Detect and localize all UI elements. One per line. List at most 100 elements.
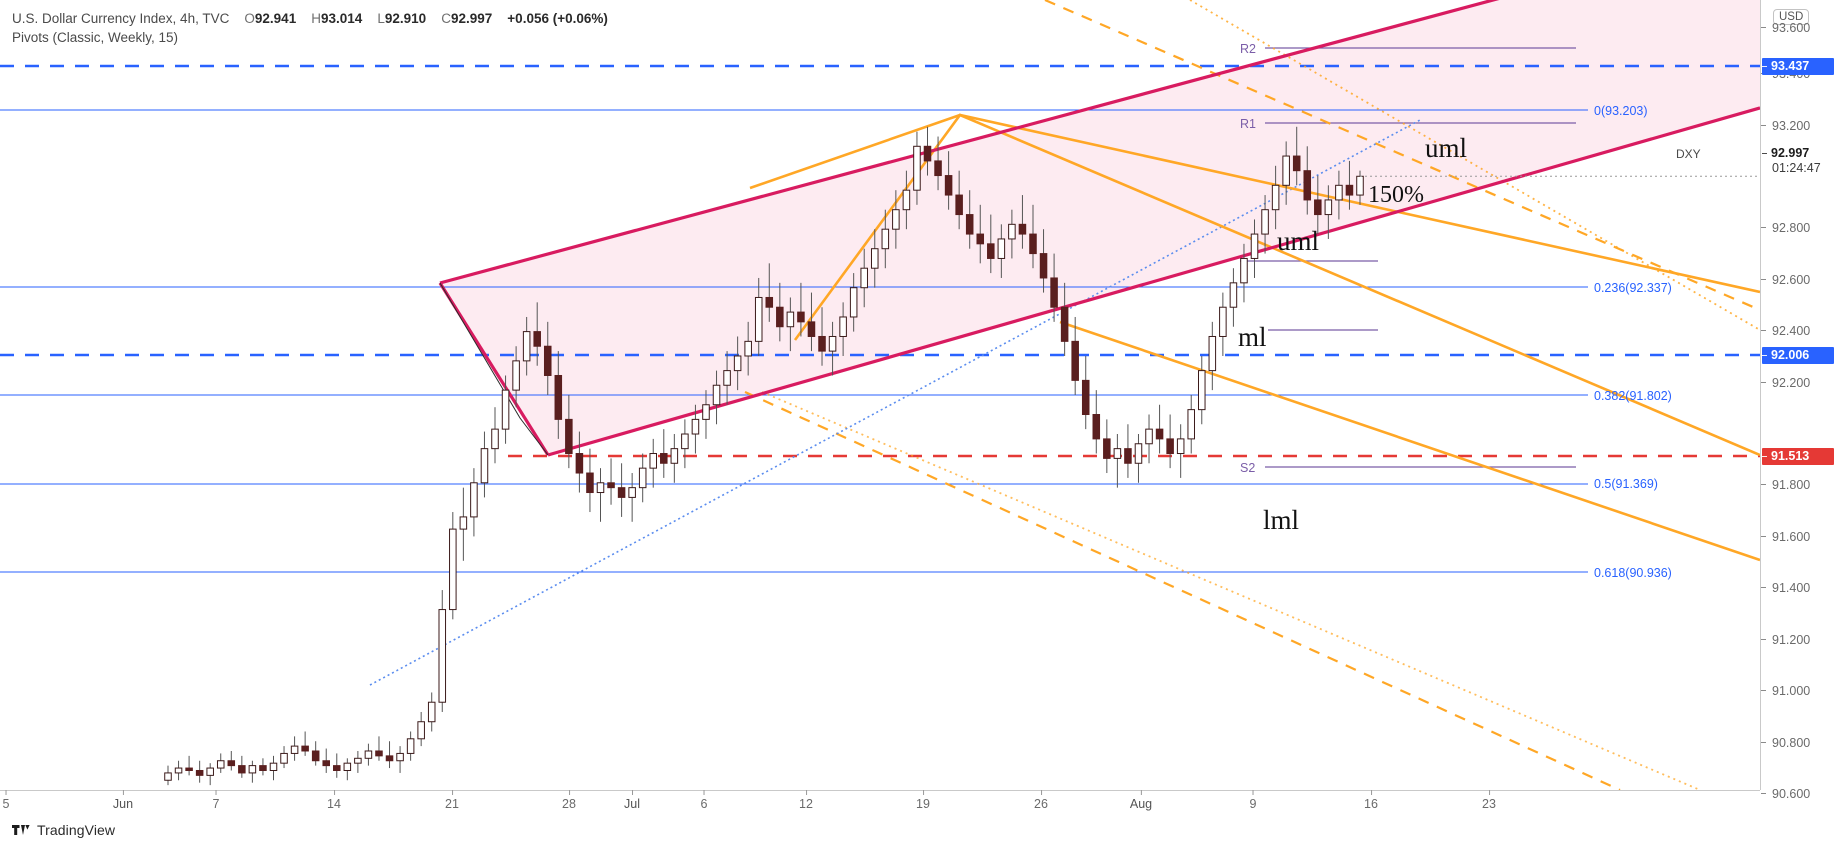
candle (997, 224, 1006, 278)
fib-label-0[interactable]: 0(93.203) (1594, 104, 1648, 118)
candle (238, 755, 246, 778)
candle-body (1176, 438, 1185, 455)
time-scale[interactable]: 5 Jun 7 14 21 28 Jul 6 12 19 26 Aug 9 16 23 (0, 790, 1760, 818)
annotation-ml-3[interactable]: ml (1238, 322, 1267, 352)
candle (1250, 219, 1259, 278)
pitchfork-dashed-lower[interactable] (744, 390, 1621, 790)
candle (385, 741, 394, 769)
tradingview-logo[interactable]: TradingView (12, 822, 115, 838)
candle (406, 731, 415, 761)
ohlc-open-value: 92.941 (254, 11, 297, 26)
fib-label-3[interactable]: 0.5(91.369) (1594, 477, 1658, 491)
candle-body (765, 296, 774, 308)
candle-body (491, 428, 499, 450)
price-tick: 91.000 (1761, 684, 1834, 698)
candle (280, 746, 288, 769)
fib-label-2[interactable]: 0.382(91.802) (1594, 389, 1672, 403)
fib-label-1[interactable]: 0.236(92.337) (1594, 281, 1672, 295)
price-badge-blue[interactable]: 93.437 (1762, 57, 1834, 75)
candle (681, 419, 689, 469)
candle-body (913, 145, 921, 191)
annotation-150pct-1[interactable]: 150% (1368, 182, 1424, 208)
candle-body (322, 760, 331, 767)
candle (1292, 126, 1301, 186)
candle (797, 282, 805, 337)
candle (1008, 209, 1016, 259)
candle-body (480, 448, 489, 484)
candle (660, 429, 668, 478)
candle (1197, 355, 1206, 425)
pivot-label-s2[interactable]: S2 (1240, 461, 1256, 475)
drawings-layer (440, 0, 1760, 455)
candle (902, 170, 911, 230)
candle (944, 151, 953, 210)
candle-body (259, 765, 267, 771)
candle-body (501, 389, 510, 430)
price-tick: 93.600 (1761, 21, 1834, 35)
annotation-uml-2[interactable]: uml (1277, 226, 1320, 256)
price-badge-blue[interactable]: 92.006 (1762, 346, 1834, 364)
candle-body (185, 767, 193, 771)
candle-body (375, 750, 383, 757)
legend-indicator-row[interactable]: Pivots (Classic, Weekly, 15) (12, 30, 179, 45)
pitchfork-ml[interactable] (793, 113, 1760, 457)
fib-label-4[interactable]: 0.618(90.936) (1594, 566, 1672, 580)
time-tick: 23 (1482, 790, 1496, 811)
ohlc-low-value: 92.910 (384, 11, 427, 26)
rising-channel-lower[interactable] (547, 106, 1760, 457)
candle (733, 336, 742, 391)
dotted-trendline-lower[interactable] (761, 391, 1701, 790)
candle-body (628, 487, 636, 498)
candle-body (723, 370, 731, 386)
ohlc-change: +0.056 (+0.06%) (507, 11, 608, 26)
blue-dotted-trendline[interactable] (369, 119, 1421, 686)
candle-body (1324, 199, 1333, 216)
pitchfork-dashed-upper[interactable] (1044, 0, 1760, 312)
price-badge-last[interactable]: 92.997 (1762, 145, 1834, 162)
candle (607, 458, 615, 505)
annotation-lml-4[interactable]: lml (1263, 505, 1300, 535)
candle-body (1292, 155, 1301, 172)
candle (512, 346, 520, 408)
candle-body (786, 311, 795, 328)
rising-channel-upper[interactable] (439, 0, 1760, 285)
candle (533, 302, 541, 366)
candle (754, 277, 763, 356)
candle (364, 743, 373, 766)
candle (1208, 321, 1217, 391)
candle-body (670, 448, 679, 464)
chart-legend: U.S. Dollar Currency Index, 4h, TVC O92.… (12, 10, 608, 46)
candle-body (797, 311, 805, 323)
candle (1176, 424, 1185, 478)
candle (913, 131, 921, 205)
candle-body (364, 750, 373, 759)
candle-body (881, 228, 890, 250)
currency-chip[interactable]: USD (1773, 9, 1810, 25)
time-tick: 5 (2, 790, 10, 811)
candle-body (1166, 438, 1174, 455)
ohlc-open-label: O (244, 11, 255, 26)
candle-body (681, 433, 689, 450)
candle (723, 351, 731, 405)
pivot-label-r2[interactable]: R2 (1240, 42, 1256, 56)
candle (449, 512, 457, 620)
candle (216, 753, 225, 773)
candle-body (301, 745, 309, 752)
candle (1303, 146, 1312, 215)
chart-plot-area[interactable]: uml 150% uml ml lml 0(93.203) 0.236(92.337) 0.3… (0, 0, 1760, 790)
price-tick: 91.600 (1761, 530, 1834, 544)
candle (818, 307, 826, 366)
tradingview-wordmark: TradingView (37, 822, 116, 838)
horizontal-levels-layer (0, 64, 1760, 458)
price-badge-red[interactable]: 91.513 (1762, 447, 1834, 465)
pitchfork-lml[interactable] (1059, 320, 1760, 562)
candle-body (470, 482, 478, 518)
annotation-uml-0[interactable]: uml (1425, 133, 1468, 163)
candle (185, 755, 193, 776)
time-tick: Jul (624, 790, 640, 811)
legend-symbol-row[interactable]: U.S. Dollar Currency Index, 4h, TVC O92.… (12, 10, 608, 27)
price-tick: 92.800 (1761, 221, 1834, 235)
pivot-label-r1[interactable]: R1 (1240, 117, 1256, 131)
price-scale[interactable]: USD 93.60093.40093.20092.80092.60092.400… (1760, 0, 1834, 801)
rising-channel-left-edge[interactable] (438, 282, 550, 456)
